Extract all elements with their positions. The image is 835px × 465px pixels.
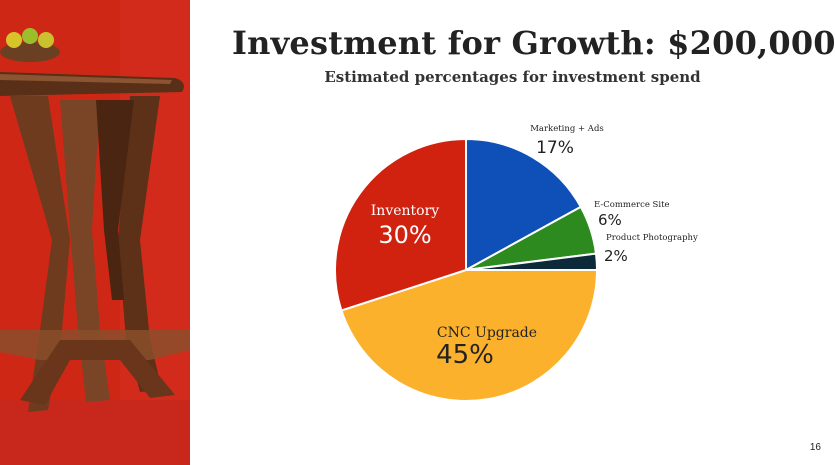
slice-value-inventory: 30% bbox=[378, 221, 431, 249]
walnut-table-illustration bbox=[0, 0, 190, 465]
slice-label-marketing-ads: Marketing + Ads bbox=[530, 124, 604, 134]
slice-value-marketing-ads: 17% bbox=[536, 138, 574, 158]
table-photo bbox=[0, 0, 190, 465]
slide-title: Investment for Growth: $200,000 bbox=[232, 24, 835, 62]
pie-slice-cnc-upgrade bbox=[340, 269, 599, 402]
slice-value-product-photography: 2% bbox=[604, 247, 628, 265]
pie-slice-marketing-ads bbox=[465, 137, 583, 272]
pie-slice-inventory bbox=[334, 137, 467, 312]
slice-value-cnc-upgrade: 45% bbox=[436, 340, 494, 370]
slice-label-cnc-upgrade: CNC Upgrade bbox=[437, 325, 537, 341]
slice-label-inventory: Inventory bbox=[371, 203, 440, 219]
slice-label-product-photography: Product Photography bbox=[606, 233, 698, 243]
slide-subtitle: Estimated percentages for investment spe… bbox=[324, 68, 701, 86]
slide-number: 16 bbox=[809, 442, 821, 453]
slice-value-e-commerce-site: 6% bbox=[598, 211, 622, 229]
slice-label-e-commerce-site: E-Commerce Site bbox=[594, 200, 670, 210]
